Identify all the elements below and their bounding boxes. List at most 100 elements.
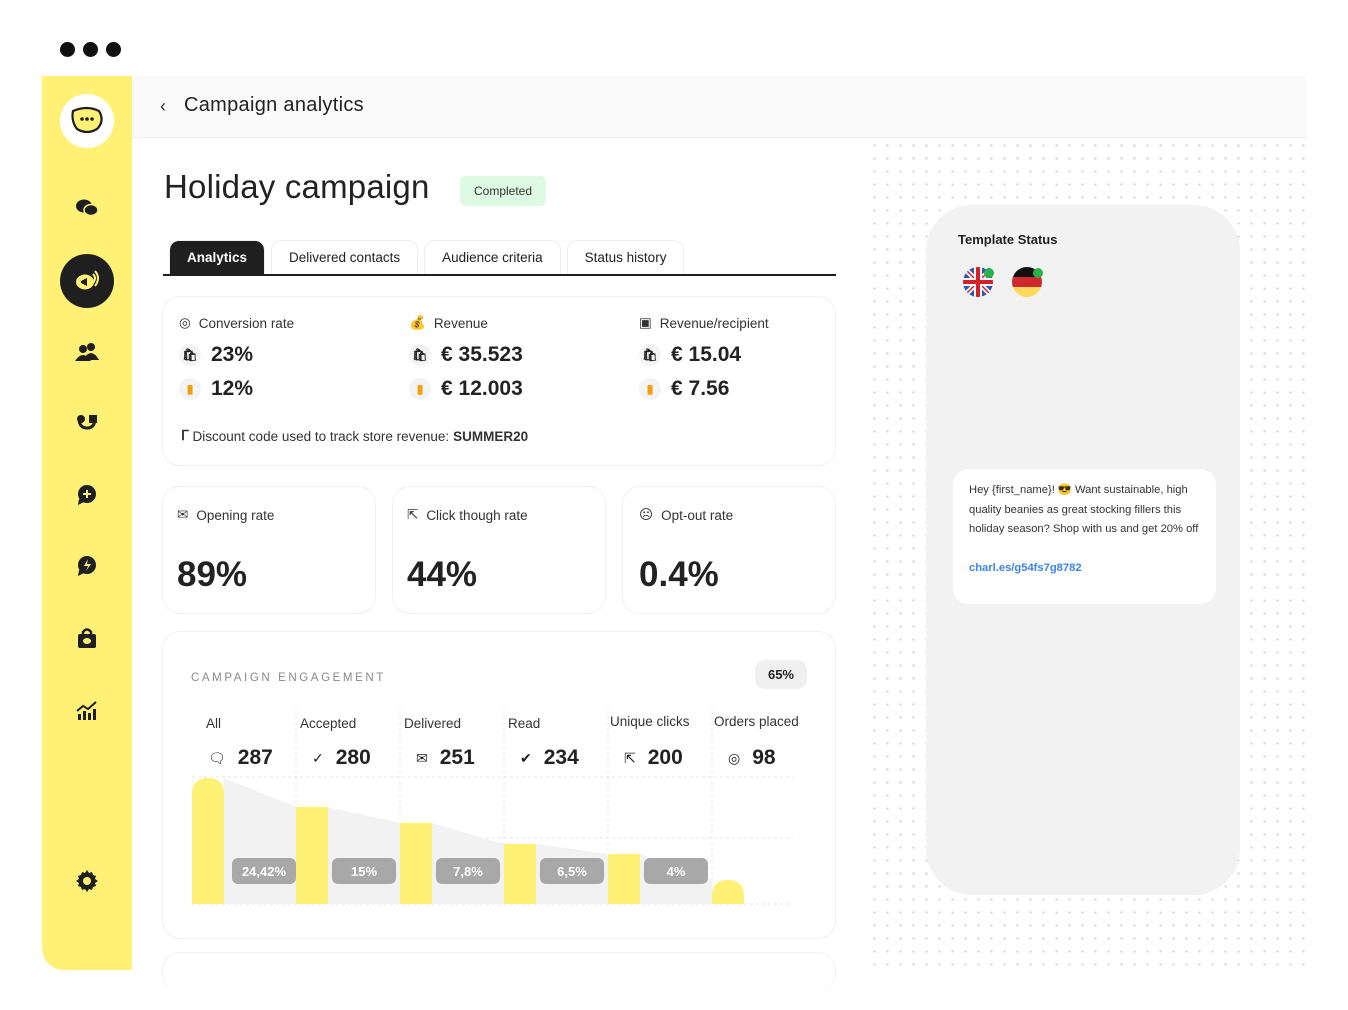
back-button[interactable]: ‹: [160, 96, 166, 116]
bars-icon: ▮: [639, 378, 661, 400]
envelope-open-icon: ✉: [177, 507, 189, 522]
cursor-icon: ⇱: [624, 749, 636, 766]
opt-out-rate-label: Opt-out rate: [661, 507, 734, 523]
column-count: 200: [647, 746, 683, 769]
rpr-value-campaign: € 7.56: [671, 377, 730, 400]
bag-icon: 🛍: [639, 344, 661, 366]
discount-icon: ᒥ: [181, 428, 189, 443]
germany-flag-icon[interactable]: [1012, 267, 1042, 297]
recipient-chart-icon: ▣: [639, 315, 652, 330]
rate-pill: [644, 858, 708, 884]
opening-rate-value: 89%: [177, 555, 248, 594]
tab-bar: Analytics Delivered contacts Audience cr…: [163, 240, 836, 276]
bag-icon: 🛍: [409, 344, 431, 366]
column-label: Unique clicks: [610, 714, 690, 729]
bars-icon: ▮: [179, 378, 201, 400]
double-check-icon: ✔: [520, 749, 532, 766]
campaigns-icon[interactable]: [60, 254, 114, 308]
shop-icon[interactable]: [69, 620, 105, 656]
column-count: 251: [439, 746, 475, 769]
tab-delivered-contacts[interactable]: Delivered contacts: [271, 240, 419, 274]
funnel-area: [224, 778, 296, 904]
column-value: ✔ 234: [520, 746, 579, 770]
automation-icon[interactable]: [69, 548, 105, 584]
target-icon: ◎: [179, 315, 191, 330]
window-dot[interactable]: [106, 42, 121, 57]
revenue-metric: 💰 Revenue 🛍 € 35.523 ▮ € 12.003: [409, 315, 523, 401]
tab-status-history[interactable]: Status history: [566, 240, 685, 274]
revenue-per-recipient-metric: ▣ Revenue/recipient 🛍 € 15.04 ▮ € 7.56: [639, 315, 769, 401]
status-dot: [984, 268, 994, 278]
opt-out-rate-card: ☹ Opt-out rate 0.4%: [622, 486, 836, 614]
funnel-bar: [400, 823, 432, 904]
column-count: 287: [237, 746, 273, 769]
conversion-label: Conversion rate: [198, 315, 295, 331]
funnel-bar: [296, 807, 328, 904]
envelope-icon: ✉: [416, 749, 428, 766]
conversion-value-campaign: 12%: [211, 377, 254, 400]
rate-label: 24,42%: [242, 864, 287, 879]
window-dot[interactable]: [60, 42, 75, 57]
opt-out-rate-value: 0.4%: [639, 555, 719, 594]
rate-pill: [436, 858, 500, 884]
engagement-badge: 65%: [754, 660, 807, 689]
revenue-card: ◎ Conversion rate 🛍 23% ▮ 12% 💰 Revenue 🛍 € 3…: [162, 296, 836, 466]
rate-label: 6,5%: [557, 864, 587, 879]
engagement-title: CAMPAIGN ENGAGEMENT: [191, 672, 386, 684]
discount-label: Discount code used to track store revenu…: [192, 428, 450, 444]
column-count: 98: [752, 746, 776, 769]
add-message-icon[interactable]: [69, 477, 105, 513]
revenue-per-recipient-label: Revenue/recipient: [659, 315, 769, 331]
face-icon: ☹: [639, 507, 654, 522]
rpr-value-store: € 15.04: [671, 343, 742, 366]
integrations-icon[interactable]: [69, 406, 105, 442]
message-link[interactable]: charl.es/g54fs7g8782: [969, 561, 1082, 574]
opening-rate-card: ✉ Opening rate 89%: [162, 486, 376, 614]
discount-code: SUMMER20: [453, 428, 529, 444]
chats-icon[interactable]: [69, 190, 105, 226]
engagement-card: CAMPAIGN ENGAGEMENT 65% All 🗨 287 Accepted ✓…: [162, 631, 836, 939]
page-title: Campaign analytics: [184, 94, 364, 116]
money-bag-icon: 💰: [409, 315, 426, 330]
rate-pill: [540, 858, 604, 884]
conversion-metric: ◎ Conversion rate 🛍 23% ▮ 12%: [179, 315, 294, 401]
funnel-bar: [712, 880, 744, 904]
window-dot[interactable]: [83, 42, 98, 57]
status-dot: [1033, 268, 1043, 278]
logo-icon[interactable]: [60, 94, 114, 148]
analytics-icon[interactable]: [69, 693, 105, 729]
column-value: ⇱ 200: [624, 746, 683, 770]
column-count: 234: [543, 746, 579, 769]
column-label: All: [206, 716, 222, 731]
template-status-title: Template Status: [958, 232, 1058, 247]
rate-pill: [332, 858, 396, 884]
funnel-bar: [608, 854, 640, 904]
revenue-value-store: € 35.523: [441, 343, 523, 366]
funnel-area: [328, 807, 400, 904]
rate-label: 15%: [351, 864, 377, 879]
settings-icon[interactable]: [69, 863, 105, 899]
bars-icon: ▮: [409, 378, 431, 400]
rate-label: 7,8%: [453, 864, 483, 879]
column-value: ✓ 280: [312, 746, 371, 770]
top-bar: ‹ Campaign analytics: [132, 76, 1306, 138]
engagement-funnel-chart: 24,42% 15% 7,8% 6,5% 4%: [192, 710, 793, 905]
rate-label: 4%: [667, 864, 686, 879]
next-card: [162, 952, 836, 992]
click-rate-card: ⇱ Click though rate 44%: [392, 486, 606, 614]
funnel-bar: [504, 844, 536, 904]
sidebar: [42, 76, 132, 970]
target-icon: ◎: [728, 749, 741, 766]
message-bubble: Hey {first_name}! 😎 Want sustainable, hi…: [953, 469, 1216, 604]
column-label: Accepted: [300, 716, 357, 731]
column-value: 🗨 287: [208, 746, 273, 770]
contacts-icon[interactable]: [69, 334, 105, 370]
discount-code-note: ᒥ Discount code used to track store reven…: [181, 428, 528, 444]
tab-audience-criteria[interactable]: Audience criteria: [424, 240, 561, 274]
status-badge: Completed: [460, 176, 547, 206]
tab-analytics[interactable]: Analytics: [169, 240, 266, 274]
column-count: 280: [335, 746, 371, 769]
revenue-label: Revenue: [433, 315, 488, 331]
column-label: Delivered: [404, 716, 462, 731]
chat-icon: 🗨: [208, 749, 226, 766]
